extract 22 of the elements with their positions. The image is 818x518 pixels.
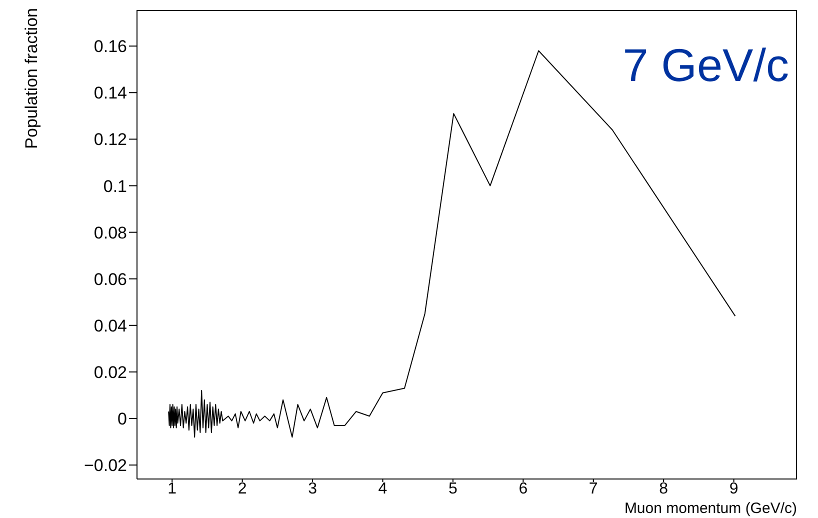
x-tick-label: 2 xyxy=(238,480,247,498)
y-tick-label: 0.12 xyxy=(94,130,127,150)
y-tick-label: −0.02 xyxy=(84,456,127,476)
x-tick-label: 5 xyxy=(448,480,458,498)
x-tick-label: 9 xyxy=(729,480,738,498)
y-tick-label: 0.02 xyxy=(94,362,127,382)
y-tick-label: 0.08 xyxy=(94,223,127,242)
x-tick-label: 6 xyxy=(518,480,528,498)
y-axis-title: Population fraction xyxy=(22,8,42,149)
y-tick-label: 0.16 xyxy=(94,37,127,56)
x-tick-label: 8 xyxy=(659,480,668,498)
annotation: 7 GeV/c xyxy=(622,38,789,92)
x-axis-title: Muon momentum (GeV/c) xyxy=(624,500,797,517)
y-tick-label: 0.1 xyxy=(103,176,127,196)
x-tick-label: 3 xyxy=(308,480,318,498)
y-tick-label: 0.14 xyxy=(94,84,127,103)
x-tick-label: 7 xyxy=(588,480,598,498)
y-tick-label: 0.06 xyxy=(94,270,127,289)
x-tick-label: 1 xyxy=(168,480,177,498)
x-tick-label: 4 xyxy=(378,480,388,498)
y-tick-label: 0.04 xyxy=(94,316,127,336)
y-tick-label: 0 xyxy=(118,410,127,429)
